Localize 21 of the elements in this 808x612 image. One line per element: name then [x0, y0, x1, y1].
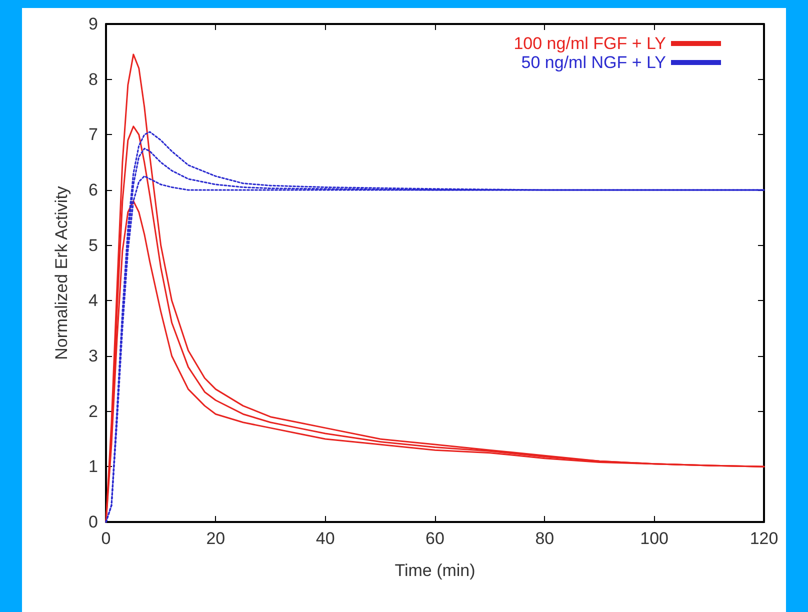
y-tick-label: 0 [88, 512, 98, 532]
y-tick-label: 5 [88, 236, 98, 255]
legend-label: 50 ng/ml NGF + LY [521, 53, 666, 72]
y-tick-label: 3 [88, 346, 98, 366]
x-tick-label: 40 [316, 529, 335, 548]
x-tick-label: 100 [640, 529, 669, 548]
y-tick-label: 6 [88, 180, 98, 200]
x-axis-title: Time (min) [394, 561, 476, 580]
x-tick-label: 120 [750, 529, 778, 548]
x-tick-label: 80 [535, 529, 554, 548]
x-tick-label: 60 [426, 529, 444, 548]
y-tick-label: 8 [88, 70, 98, 89]
y-tick-label: 2 [88, 402, 98, 421]
y-tick-label: 4 [88, 291, 98, 310]
x-tick-label: 20 [206, 529, 226, 548]
x-tick-label: 0 [101, 529, 111, 548]
y-axis-title: Normalized Erk Activity [52, 186, 71, 360]
y-tick-label: 7 [88, 125, 98, 144]
y-tick-label: 9 [88, 14, 98, 34]
legend-label: 100 ng/ml FGF + LY [514, 34, 666, 53]
y-tick-label: 1 [88, 457, 98, 476]
